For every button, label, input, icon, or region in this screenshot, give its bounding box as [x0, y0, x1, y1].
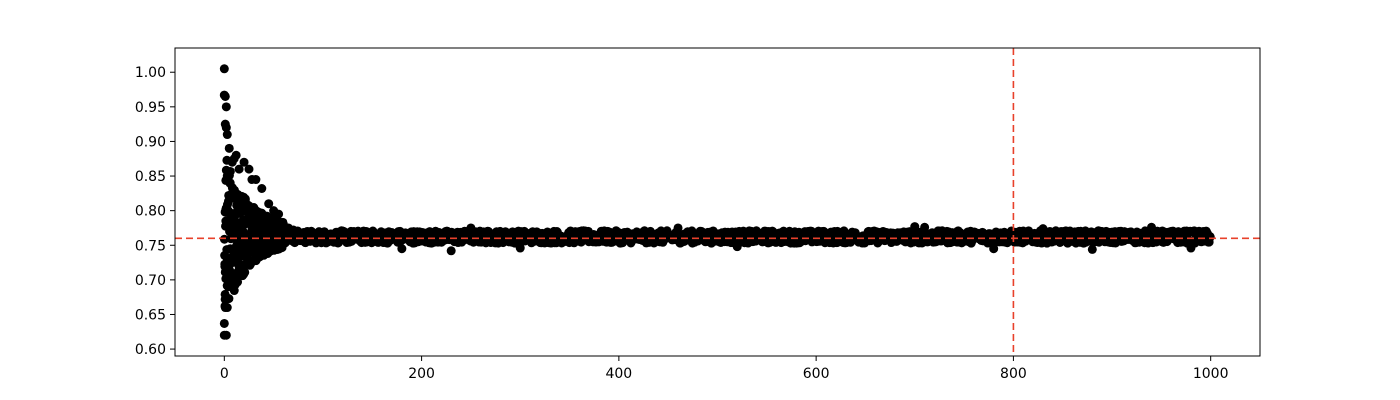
- data-point: [260, 240, 270, 250]
- data-point: [446, 246, 456, 256]
- data-point: [219, 64, 229, 74]
- data-point: [220, 301, 230, 311]
- data-point: [251, 175, 261, 185]
- y-tick-label: 0.90: [135, 134, 166, 150]
- x-axis: 0 200 400 600 800 1000: [220, 356, 1229, 382]
- data-point: [247, 247, 257, 257]
- y-tick-label: 1.00: [135, 65, 166, 81]
- data-point: [230, 252, 240, 262]
- data-point: [224, 281, 234, 291]
- y-tick-label: 0.60: [135, 342, 166, 358]
- data-point: [1205, 232, 1215, 242]
- data-point: [253, 219, 263, 229]
- data-point: [238, 248, 248, 258]
- x-tick-label: 200: [408, 366, 435, 382]
- data-point: [270, 230, 280, 240]
- data-point: [673, 223, 683, 233]
- data-point: [224, 143, 234, 153]
- data-point: [221, 123, 231, 133]
- y-tick-label: 0.70: [135, 273, 166, 289]
- data-point: [263, 249, 273, 259]
- data-point: [225, 227, 235, 237]
- data-point: [219, 234, 229, 244]
- data-point: [219, 318, 229, 328]
- data-point: [397, 244, 407, 254]
- data-point: [241, 236, 251, 246]
- data-point: [229, 208, 239, 218]
- y-tick-label: 0.80: [135, 204, 166, 220]
- data-point: [231, 150, 241, 160]
- data-point: [263, 216, 273, 226]
- data-point: [264, 199, 274, 209]
- data-point: [220, 91, 230, 101]
- reference-lines: [175, 48, 1260, 356]
- data-point: [732, 242, 742, 252]
- x-tick-label: 600: [803, 366, 830, 382]
- data-point: [1186, 243, 1196, 253]
- data-point: [222, 155, 232, 165]
- x-tick-label: 0: [220, 366, 229, 382]
- plot-area-frame: [174, 47, 1261, 357]
- y-tick-label: 0.95: [135, 100, 166, 116]
- data-point: [239, 260, 249, 270]
- data-point: [1087, 244, 1097, 254]
- data-point: [239, 157, 249, 167]
- data-point: [233, 270, 243, 280]
- data-point: [220, 294, 230, 304]
- y-tick-label: 0.65: [135, 307, 166, 323]
- data-point: [234, 164, 244, 174]
- data-point: [222, 130, 232, 140]
- data-point: [244, 164, 254, 174]
- data-points: [219, 64, 1215, 340]
- data-point: [221, 330, 231, 340]
- data-point: [247, 224, 257, 234]
- x-tick-label: 400: [605, 366, 632, 382]
- data-point: [257, 184, 267, 194]
- data-point: [223, 174, 233, 184]
- y-tick-label: 0.75: [135, 238, 166, 254]
- data-point: [226, 191, 236, 201]
- x-tick-label: 800: [1000, 366, 1027, 382]
- data-point: [221, 274, 231, 284]
- data-point: [222, 253, 232, 263]
- data-point: [233, 277, 243, 287]
- x-tick-label: 1000: [1193, 366, 1229, 382]
- data-point: [269, 240, 279, 250]
- data-point: [515, 243, 525, 253]
- data-point: [221, 102, 231, 112]
- data-point: [236, 199, 246, 209]
- y-tick-label: 0.85: [135, 169, 166, 185]
- data-point: [910, 222, 920, 232]
- data-point: [920, 222, 930, 232]
- data-point: [237, 222, 247, 232]
- data-point: [221, 165, 231, 175]
- data-point: [245, 215, 255, 225]
- data-point: [224, 220, 234, 230]
- data-point: [989, 244, 999, 254]
- data-point: [1038, 224, 1048, 234]
- data-point: [259, 224, 269, 234]
- y-axis: 0.60 0.65 0.70 0.75 0.80 0.85 0.90 0.95 1.00: [135, 65, 175, 358]
- data-point: [271, 223, 281, 233]
- data-point: [1147, 222, 1156, 232]
- data-point: [466, 223, 476, 233]
